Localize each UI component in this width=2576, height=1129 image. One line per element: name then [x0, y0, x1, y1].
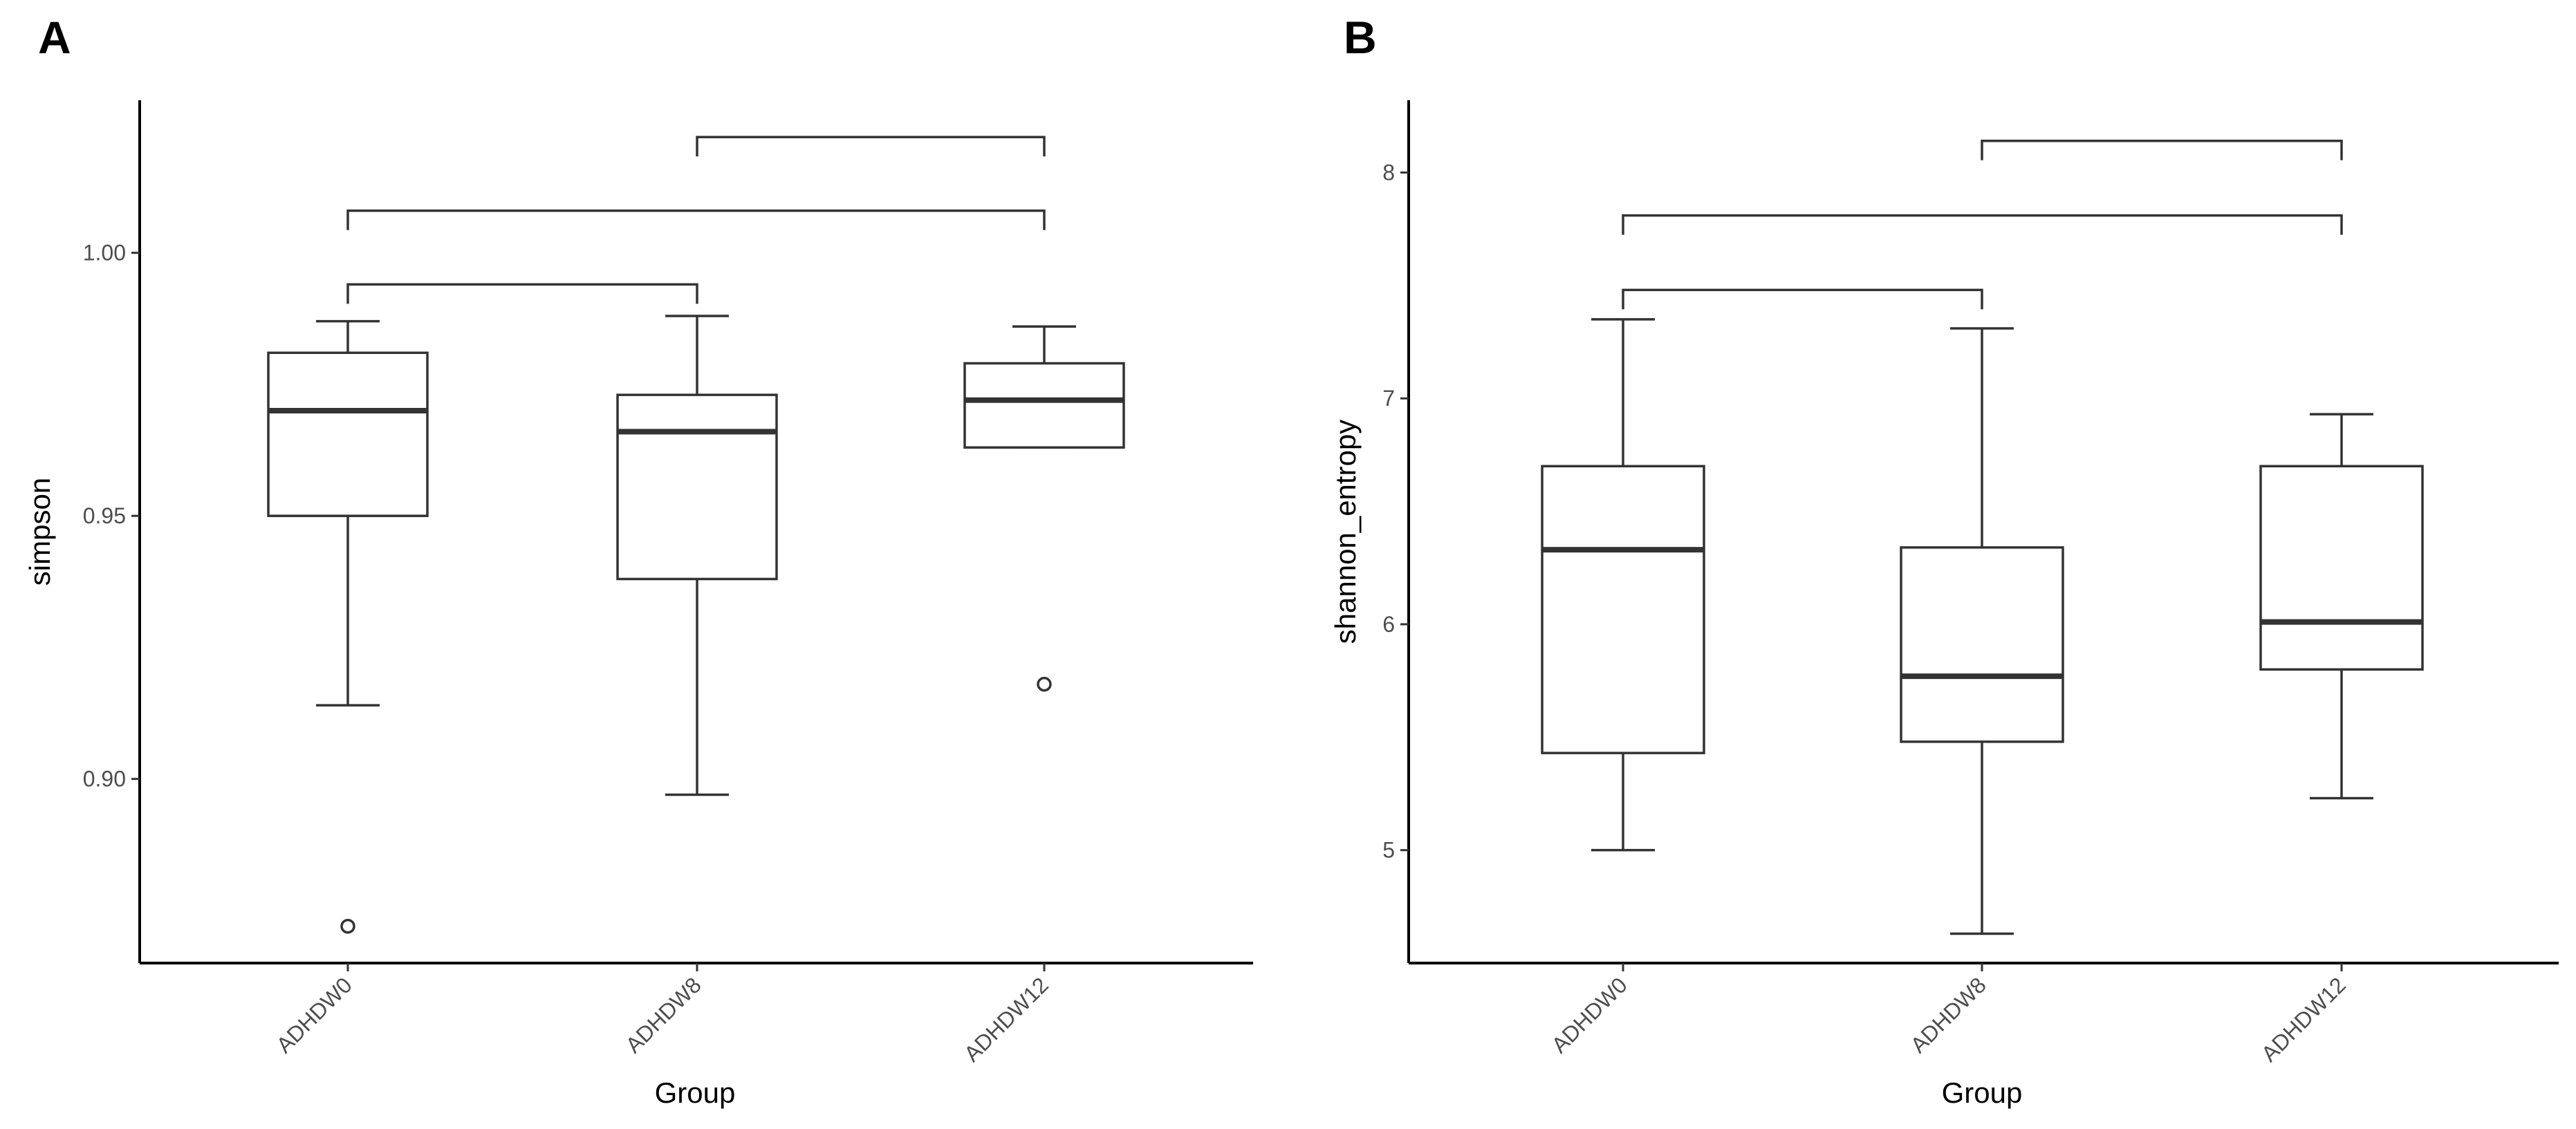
x-tick-label: ADHDW8 — [620, 972, 706, 1058]
y-tick-label: 5 — [1382, 838, 1395, 863]
box-adhdw0 — [267, 319, 429, 934]
comparison-bracket — [346, 209, 1046, 230]
x-tick-label: ADHDW8 — [1905, 972, 1991, 1058]
y-axis-title: shannon_entropy — [1329, 420, 1362, 644]
y-axis-title: simpson — [24, 478, 56, 586]
iqr-box — [616, 393, 778, 581]
y-tick-label: 0.90 — [83, 767, 126, 792]
y-tick-label: 0.95 — [83, 503, 126, 528]
iqr-box — [267, 351, 429, 517]
comparison-bracket — [1981, 140, 2343, 160]
comparison-bracket — [346, 283, 698, 304]
x-tick-label: ADHDW12 — [959, 972, 1053, 1066]
comparison-bracket — [1622, 214, 2343, 235]
comparison-bracket — [696, 136, 1046, 157]
y-tick-label: 7 — [1382, 386, 1395, 411]
iqr-box — [1900, 546, 2064, 743]
iqr-box — [1541, 465, 1705, 754]
x-tick-label: ADHDW0 — [271, 972, 357, 1058]
y-tick-label: 8 — [1382, 160, 1395, 185]
panel-b-chart: 5 6 7 8 ADHDW0 ADHDW8 ADHDW12 Group shannon_entr… — [1329, 100, 2559, 1109]
comparison-bracket — [1622, 288, 1983, 310]
panel-a-chart: 0.90 0.95 1.00 ADHDW0 ADHDW8 ADHDW12 Group simp… — [24, 100, 1253, 1109]
box-adhdw12 — [963, 325, 1125, 692]
x-tick-label: ADHDW12 — [2257, 972, 2351, 1066]
x-axis-title: Group — [1942, 1076, 2023, 1109]
iqr-box — [2259, 465, 2424, 671]
box-adhdw8 — [616, 315, 778, 796]
panel-a-label: A — [38, 12, 71, 63]
x-tick-label: ADHDW0 — [1546, 972, 1632, 1058]
outlier-point — [1037, 676, 1052, 692]
box-adhdw0 — [1541, 318, 1705, 852]
x-axis-title: Group — [655, 1076, 736, 1109]
outlier-point — [340, 918, 355, 934]
y-tick-label: 1.00 — [83, 241, 126, 265]
panel-b-label: B — [1344, 12, 1377, 63]
box-adhdw8 — [1900, 327, 2064, 935]
box-adhdw12 — [2259, 413, 2424, 800]
iqr-box — [963, 362, 1125, 449]
y-tick-label: 6 — [1382, 612, 1395, 637]
